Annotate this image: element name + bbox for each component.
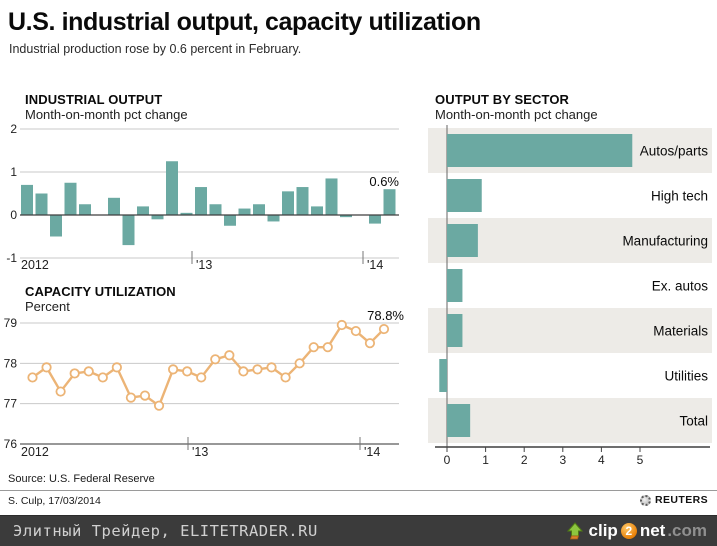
svg-text:-1: -1 — [6, 251, 17, 265]
svg-text:76: 76 — [4, 437, 18, 451]
svg-text:'13: '13 — [192, 445, 208, 459]
svg-text:Utilities: Utilities — [664, 369, 708, 384]
clip2net-com: .com — [667, 521, 707, 540]
watermark-banner: Элитный Трейдер, ELITETRADER.RU clip 2 n… — [0, 515, 717, 546]
svg-text:'13: '13 — [196, 258, 212, 272]
clip2net-logo: clip 2 net .com — [566, 521, 707, 541]
svg-text:79: 79 — [4, 316, 18, 330]
svg-text:78: 78 — [4, 356, 18, 370]
svg-text:77: 77 — [4, 397, 18, 411]
svg-text:0: 0 — [10, 208, 17, 222]
reuters-orb-icon — [640, 494, 652, 506]
svg-text:0.6%: 0.6% — [369, 174, 399, 189]
page-subtitle: Industrial production rose by 0.6 percen… — [9, 42, 302, 56]
svg-text:4: 4 — [598, 453, 605, 467]
svg-text:High tech: High tech — [651, 189, 708, 204]
svg-text:0: 0 — [444, 453, 451, 467]
svg-text:2: 2 — [10, 122, 17, 136]
svg-text:1: 1 — [482, 453, 489, 467]
svg-text:2012: 2012 — [21, 445, 49, 459]
banner-text: Элитный Трейдер, ELITETRADER.RU — [13, 522, 318, 540]
output-by-sector-title: OUTPUT BY SECTOR — [435, 92, 570, 107]
svg-text:Manufacturing: Manufacturing — [622, 234, 708, 249]
clip2net-2-badge: 2 — [620, 523, 637, 539]
svg-text:2: 2 — [521, 453, 528, 467]
clip2net-clip: clip — [588, 521, 618, 540]
industrial-output-subtitle: Month-on-month pct change — [25, 107, 188, 122]
svg-text:Autos/parts: Autos/parts — [640, 144, 709, 159]
industrial-output-title: INDUSTRIAL OUTPUT — [25, 92, 163, 107]
output-by-sector-chart: Autos/parts High tech Manufacturing Ex. aut… — [428, 125, 712, 467]
svg-text:1: 1 — [10, 165, 17, 179]
clip2net-arrow-icon — [566, 522, 584, 540]
svg-text:2012: 2012 — [21, 258, 49, 272]
credit-line: S. Culp, 17/03/2014 — [8, 495, 101, 507]
source-note: Source: U.S. Federal Reserve — [8, 473, 155, 485]
capacity-utilization-subtitle: Percent — [25, 299, 70, 314]
footer-divider — [0, 490, 717, 491]
svg-text:Total: Total — [679, 414, 708, 429]
svg-text:Materials: Materials — [653, 324, 708, 339]
capacity-utilization-title: CAPACITY UTILIZATION — [25, 284, 176, 299]
clip2net-net: net — [639, 521, 666, 540]
industrial-output-chart: 2 1 0 -1 2012 '13 '14 0.6% — [6, 122, 399, 272]
reuters-logo: REUTERS — [640, 494, 708, 506]
svg-text:'14: '14 — [367, 258, 383, 272]
reuters-wordmark: REUTERS — [655, 494, 708, 506]
output-by-sector-subtitle: Month-on-month pct change — [435, 107, 598, 122]
svg-text:Ex. autos: Ex. autos — [652, 279, 709, 294]
svg-text:'14: '14 — [364, 445, 380, 459]
page-title: U.S. industrial output, capacity utiliza… — [8, 8, 481, 36]
svg-text:3: 3 — [559, 453, 566, 467]
svg-text:78.8%: 78.8% — [367, 308, 404, 323]
svg-text:5: 5 — [637, 453, 644, 467]
